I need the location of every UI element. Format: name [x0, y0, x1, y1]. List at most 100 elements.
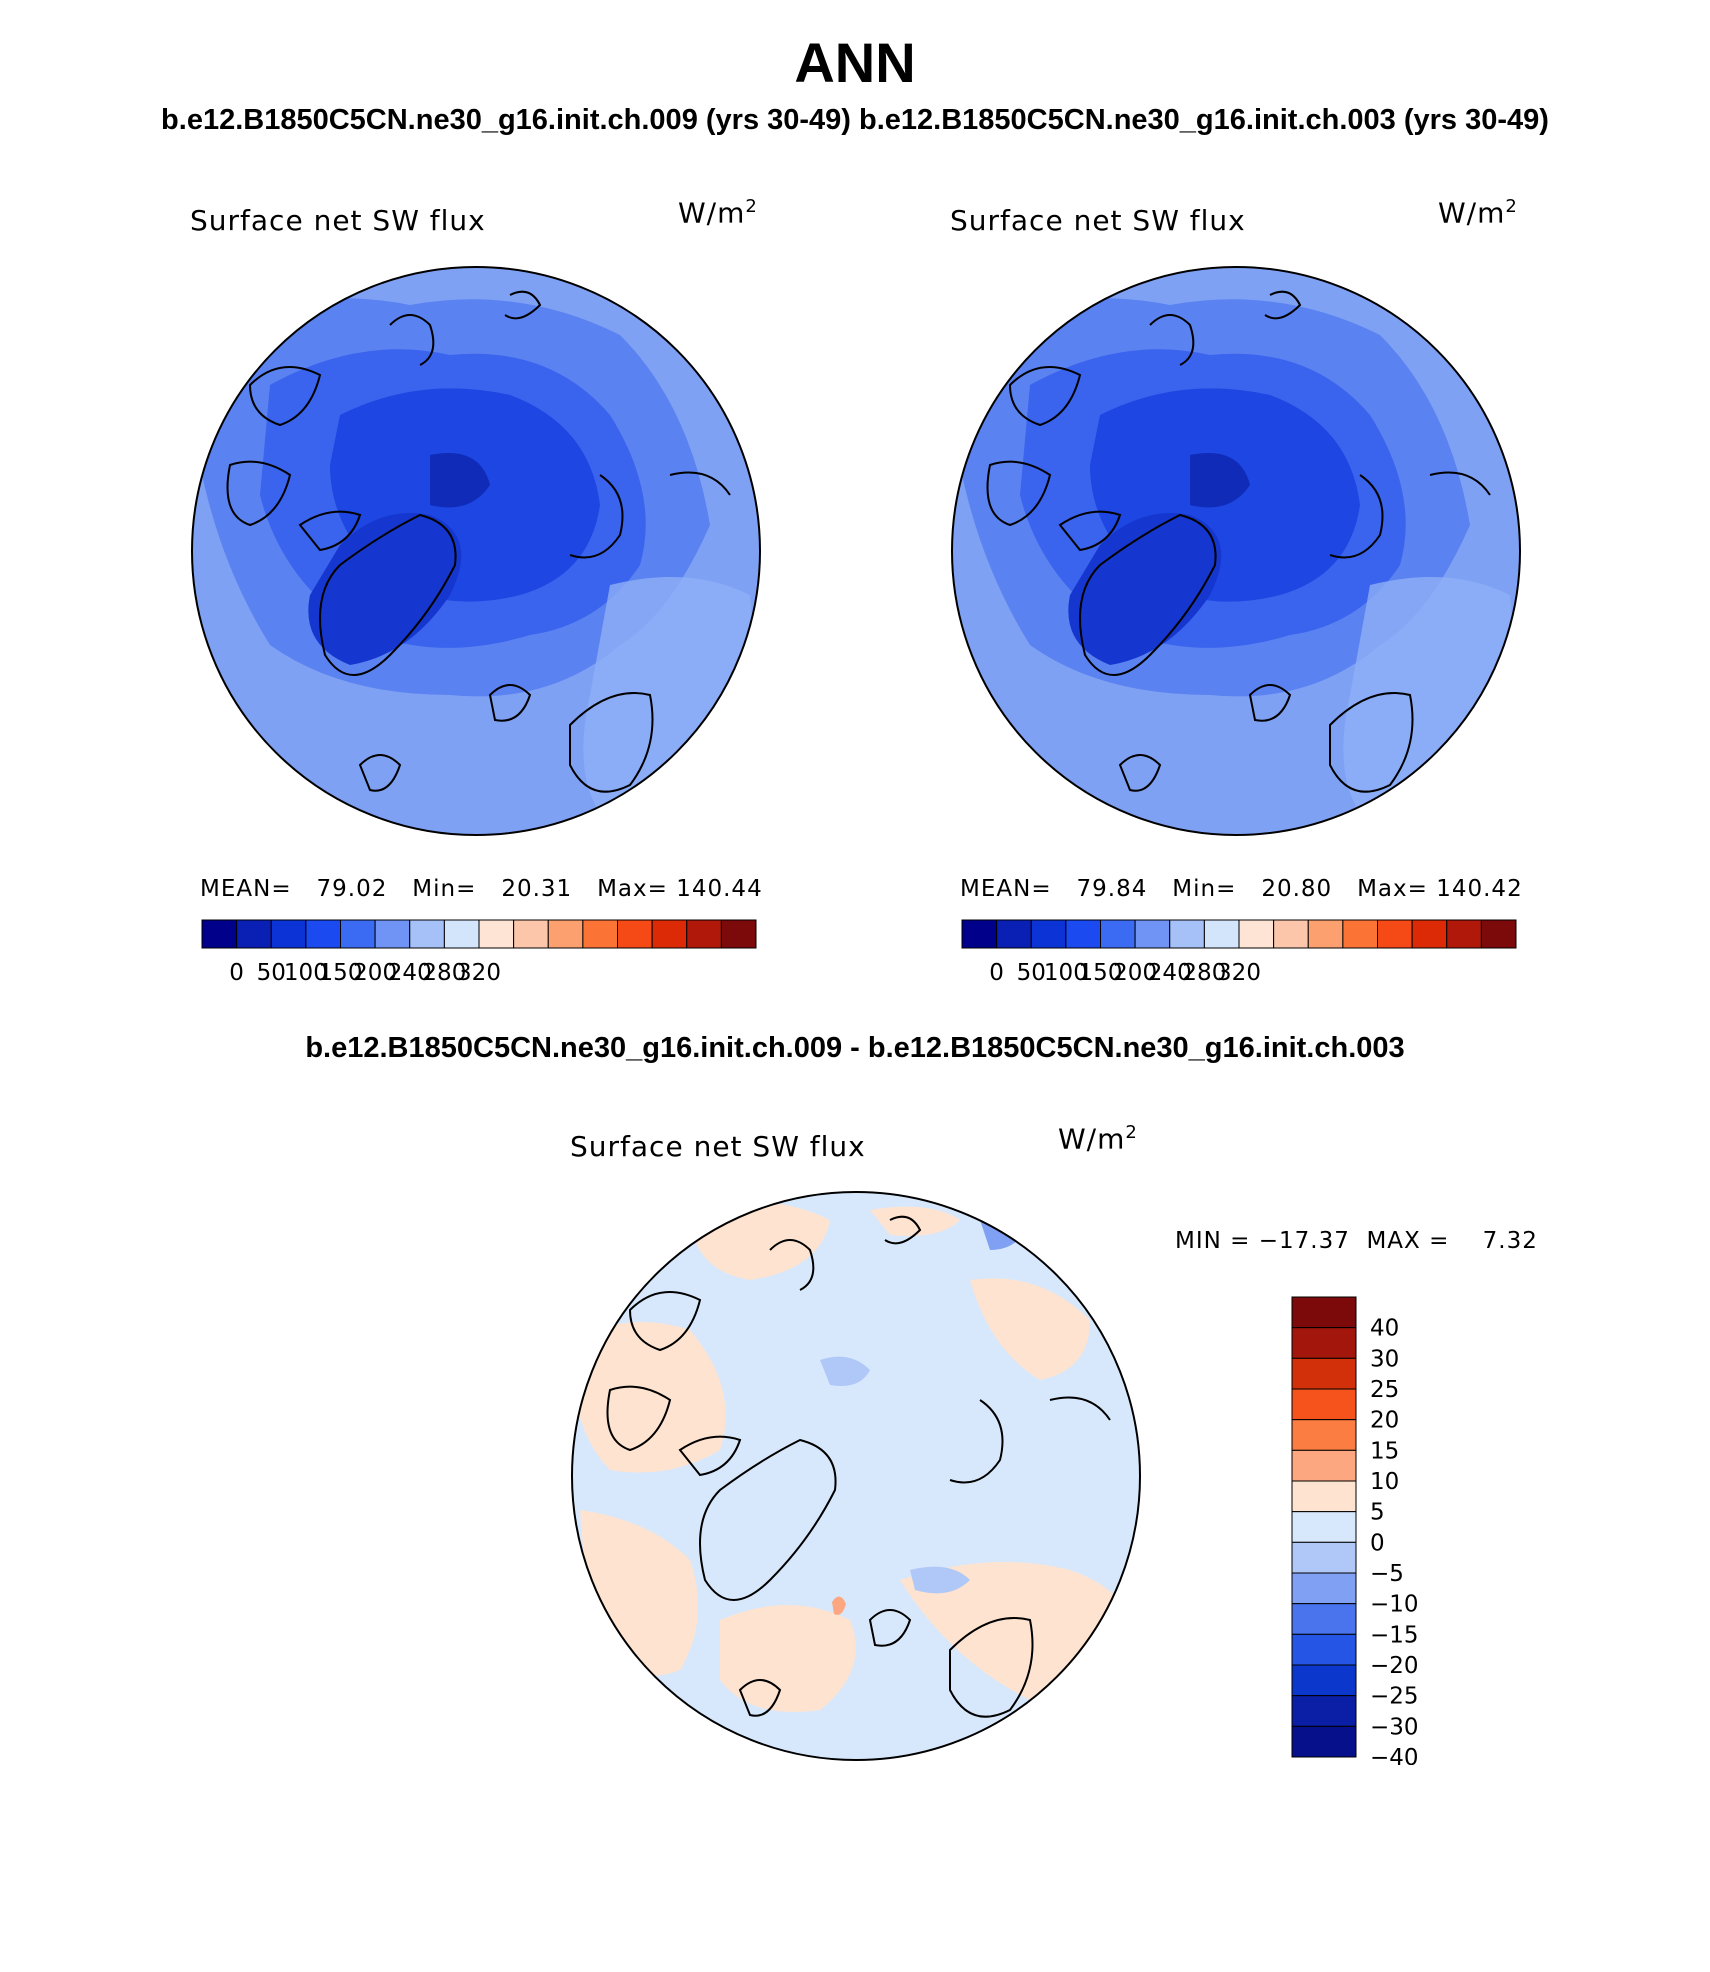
right-colorbar-label: 320: [1217, 960, 1261, 986]
left-unit-exponent: 2: [745, 196, 758, 217]
right-colorbar-box: [1030, 919, 1067, 949]
left-colorbar-box: [340, 919, 376, 949]
right-colorbar-label: 0: [989, 960, 1004, 986]
diff-colorbar-label: 5: [1370, 1500, 1385, 1526]
left-colorbar-box: [617, 919, 653, 949]
left-colorbar-label: 100: [284, 960, 328, 986]
diff-polar-map: [571, 1191, 1141, 1761]
main-title: ANN: [794, 31, 916, 94]
left-unit-base: W/m: [678, 196, 746, 230]
right-colorbar-label: 280: [1182, 960, 1226, 986]
right-colorbar-box: [1100, 919, 1136, 949]
right-colorbar-box: [1134, 919, 1171, 949]
right-panel-stats: MEAN= 79.84 Min= 20.80 Max= 140.42: [960, 876, 1523, 902]
diff-colorbar-labels: 40 30 25 20 15 10 5 0 −5 −10 −15 −20 −25 −30 −40: [1370, 1316, 1419, 1765]
left-colorbar-box: [374, 919, 411, 949]
diff-colorbar-box: [1291, 1357, 1357, 1390]
difference-title: b.e12.B1850C5CN.ne30_g16.init.ch.009 - b…: [305, 1032, 1405, 1064]
left-colorbar-label: 150: [319, 960, 363, 986]
diff-panel-stats: MIN = −17.37 MAX = 7.32: [1175, 1228, 1538, 1254]
diff-unit-base: W/m: [1058, 1122, 1126, 1156]
diff-colorbar-box: [1291, 1633, 1357, 1666]
right-unit-exponent: 2: [1505, 196, 1518, 217]
right-colorbar-box: [1238, 919, 1275, 949]
left-colorbar-box: [305, 919, 341, 949]
left-colorbar-label: 320: [457, 960, 501, 986]
diff-unit-exponent: 2: [1125, 1122, 1138, 1143]
left-colorbar-box: [720, 919, 757, 949]
diff-colorbar-label: −5: [1370, 1561, 1404, 1587]
diff-colorbar-label: −25: [1370, 1684, 1419, 1710]
right-colorbar-boxes: [961, 919, 1517, 949]
diff-panel-variable: Surface net SW flux: [570, 1130, 866, 1163]
diff-colorbar-label: 20: [1370, 1408, 1399, 1434]
left-panel-stats: MEAN= 79.02 Min= 20.31 Max= 140.44: [200, 876, 763, 902]
right-colorbar-box: [1377, 919, 1413, 949]
diff-colorbar-box: [1291, 1511, 1357, 1543]
left-panel-unit: W/m2: [678, 196, 758, 229]
left-colorbar-box: [651, 919, 688, 949]
right-colorbar-box: [1273, 919, 1309, 949]
right-colorbar-label: 200: [1113, 960, 1157, 986]
diff-colorbar-box: [1291, 1296, 1357, 1329]
right-colorbar-label: 240: [1148, 960, 1192, 986]
diff-colorbar-box: [1291, 1664, 1357, 1697]
diff-colorbar-label: −40: [1370, 1745, 1419, 1765]
left-colorbar-label: 280: [422, 960, 466, 986]
right-colorbar-label: 50: [1017, 960, 1046, 986]
right-colorbar-box: [996, 919, 1032, 949]
left-colorbar-box: [686, 919, 722, 949]
left-colorbar-box: [236, 919, 272, 949]
diff-colorbar-box: [1291, 1572, 1357, 1605]
left-colorbar-box: [513, 919, 549, 949]
diff-colorbar-label: −10: [1370, 1592, 1419, 1618]
diff-colorbar-box: [1291, 1603, 1357, 1635]
diff-colorbar-box: [1291, 1695, 1357, 1727]
right-colorbar-label: 100: [1044, 960, 1088, 986]
right-colorbar-label: 150: [1079, 960, 1123, 986]
diff-colorbar-box: [1291, 1327, 1357, 1359]
right-colorbar-box: [1480, 919, 1517, 949]
right-colorbar-box: [1203, 919, 1240, 949]
diff-colorbar: 40 30 25 20 15 10 5 0 −5 −10 −15 −20 −25 −30 −40: [1291, 1296, 1419, 1765]
right-colorbar-box: [961, 919, 998, 949]
diff-colorbar-boxes: [1291, 1296, 1357, 1758]
left-colorbar-box: [270, 919, 307, 949]
left-polar-map: [191, 266, 761, 836]
right-colorbar-box: [1169, 919, 1205, 949]
diff-colorbar-label: 10: [1370, 1469, 1399, 1495]
diff-colorbar-label: 0: [1370, 1530, 1385, 1556]
diff-colorbar-box: [1291, 1388, 1357, 1421]
diff-colorbar-label: 25: [1370, 1377, 1399, 1403]
left-colorbar-box: [582, 919, 618, 949]
right-polar-map: [951, 266, 1521, 836]
left-colorbar-boxes: [201, 919, 757, 949]
right-colorbar-box: [1411, 919, 1448, 949]
diff-colorbar-box: [1291, 1541, 1357, 1574]
diff-colorbar-label: 30: [1370, 1346, 1399, 1372]
right-colorbar-box: [1065, 919, 1101, 949]
diff-colorbar-label: −15: [1370, 1622, 1419, 1648]
diff-colorbar-box: [1291, 1419, 1357, 1451]
left-colorbar-label: 200: [353, 960, 397, 986]
left-colorbar-box: [478, 919, 515, 949]
right-colorbar-box: [1446, 919, 1482, 949]
left-colorbar-label: 50: [257, 960, 286, 986]
left-colorbar-label: 0: [229, 960, 244, 986]
diff-colorbar-label: 15: [1370, 1438, 1399, 1464]
left-colorbar-box: [443, 919, 480, 949]
left-colorbar-label: 240: [388, 960, 432, 986]
diff-colorbar-label: −20: [1370, 1653, 1419, 1679]
right-unit-base: W/m: [1438, 196, 1506, 230]
diff-colorbar-label: −30: [1370, 1714, 1419, 1740]
right-colorbar-box: [1307, 919, 1344, 949]
case-subtitle: b.e12.B1850C5CN.ne30_g16.init.ch.009 (yr…: [161, 104, 1549, 136]
left-colorbar-box: [201, 919, 238, 949]
right-colorbar-box: [1342, 919, 1378, 949]
left-colorbar-box: [409, 919, 445, 949]
diff-colorbar-box: [1291, 1480, 1357, 1513]
